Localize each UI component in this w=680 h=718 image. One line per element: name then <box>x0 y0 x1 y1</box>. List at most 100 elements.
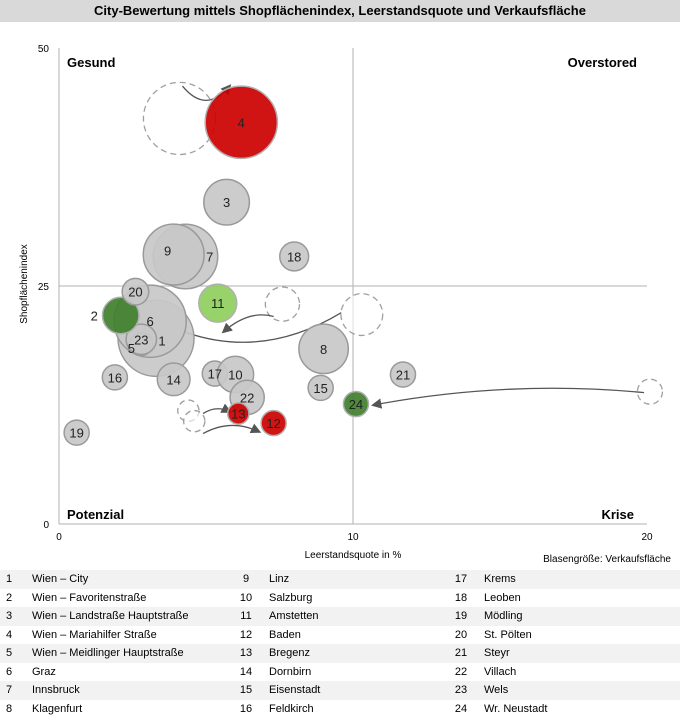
city-bubble-label: 15 <box>313 381 327 396</box>
labels-layer: Gesund Overstored Potenzial Krise Leerst… <box>19 55 671 565</box>
city-bubble-label: 11 <box>211 296 225 311</box>
city-bubble-label: 4 <box>238 115 245 130</box>
movement-arrow <box>221 314 274 334</box>
legend-number: 19 <box>444 607 478 626</box>
legend-city-name: Linz <box>263 570 444 589</box>
legend-city-name: Graz <box>32 665 56 678</box>
legend-number: 20 <box>454 628 468 641</box>
legend-city-name: Feldkirch <box>269 702 314 715</box>
city-bubble-label: 14 <box>166 372 180 387</box>
city-bubble-8 <box>298 323 350 375</box>
city-bubble-label: 16 <box>108 370 122 385</box>
x-tick-label: 20 <box>641 532 653 543</box>
city-bubble-label: 23 <box>134 332 148 347</box>
legend-city-name: Bregenz <box>263 644 444 663</box>
x-axis-label: Leerstandsquote in % <box>305 550 402 561</box>
legend-row: 2 Wien – Favoritenstraße 10 Salzburg 18 Leobe… <box>0 589 680 608</box>
legend-number: 2 <box>5 591 13 604</box>
city-bubble-24 <box>342 390 370 418</box>
city-bubble-9 <box>142 223 205 286</box>
legend-number: 18 <box>454 591 468 604</box>
city-bubble-4 <box>204 85 279 160</box>
legend-city-name: Wien – Favoritenstraße <box>32 591 147 604</box>
legend-row: 4 Wien – Mariahilfer Straße 12 Baden 20 St. P… <box>0 626 680 645</box>
city-bubble-label: 5 <box>128 341 135 356</box>
legend-number: 5 <box>0 644 18 663</box>
legend-city-name: Baden <box>269 628 301 641</box>
y-tick-label: 25 <box>38 282 50 293</box>
legend-row: 5 Wien – Meidlinger Hauptstraße 13 Bregenz 2… <box>0 644 680 663</box>
legend-city-name: Wien – City <box>18 570 229 589</box>
legend-city-name: Krems <box>478 570 680 589</box>
chart-title: City-Bewertung mittels Shopflächenindex,… <box>94 3 586 18</box>
city-bubble-3 <box>203 178 251 226</box>
city-bubble-label: 20 <box>128 285 142 300</box>
city-bubble-13 <box>226 402 250 425</box>
city-legend-table: 1 Wien – City 9 Linz 17 Krems 2 Wien – Favorite… <box>0 570 680 718</box>
legend-city-name: Villach <box>484 665 517 678</box>
city-bubble-label: 24 <box>349 397 363 412</box>
city-bubble-label: 8 <box>320 342 327 357</box>
city-bubble-label: 18 <box>287 249 301 264</box>
quadrant-label-bottom-right: Krise <box>601 507 634 522</box>
legend-number: 3 <box>0 607 18 626</box>
city-bubble-label: 12 <box>266 416 280 431</box>
legend-number: 24 <box>454 702 468 715</box>
legend-city-name: Klagenfurt <box>32 702 83 715</box>
city-bubble-label: 13 <box>231 407 245 422</box>
city-bubble-11 <box>198 283 238 323</box>
legend-city-name: Amstetten <box>263 607 444 626</box>
legend-number: 16 <box>239 702 253 715</box>
movement-arrow <box>202 403 232 415</box>
y-axis-label: Shopflächenindex <box>19 244 30 324</box>
city-bubble-label: 21 <box>396 368 410 383</box>
legend-row: 3 Wien – Landstraße Hauptstraße 11 Amstette… <box>0 607 680 626</box>
title-bar <box>0 0 680 22</box>
quadrant-label-top-left: Gesund <box>67 55 115 70</box>
city-bubble-label: 7 <box>206 249 213 264</box>
previous-position-bubble <box>264 286 301 322</box>
legend-number: 7 <box>0 681 18 700</box>
legend-number: 23 <box>444 681 478 700</box>
legend-city-name: Mödling <box>478 607 680 626</box>
city-bubble-18 <box>279 241 310 272</box>
x-tick-label: 0 <box>56 532 62 543</box>
legend-number: 10 <box>239 591 253 604</box>
legend-number: 9 <box>229 570 263 589</box>
previous-positions-layer <box>142 81 664 433</box>
legend-number: 17 <box>444 570 478 589</box>
city-bubble-23 <box>125 323 158 356</box>
previous-position-bubble <box>636 378 664 405</box>
city-bubble-label: 2 <box>91 309 98 324</box>
movement-arrow <box>371 387 645 409</box>
movement-arrow <box>202 423 262 435</box>
city-bubble-19 <box>63 419 90 446</box>
legend-city-name: Salzburg <box>269 591 313 604</box>
legend-row: 1 Wien – City 9 Linz 17 Krems <box>0 570 680 589</box>
legend-city-name: Wels <box>478 681 680 700</box>
legend-city-name: Wien – Mariahilfer Straße <box>32 628 157 641</box>
city-bubble-label: 10 <box>228 368 242 383</box>
quadrant-label-bottom-left: Potenzial <box>67 507 124 522</box>
city-bubble-15 <box>307 374 334 402</box>
legend-number: 15 <box>229 681 263 700</box>
legend-city-name: Dornbirn <box>269 665 312 678</box>
legend-city-name: Leoben <box>484 591 521 604</box>
city-bubble-label: 3 <box>223 195 230 210</box>
y-tick-label: 0 <box>43 520 49 531</box>
city-bubble-label: 6 <box>147 314 154 329</box>
previous-position-bubble <box>182 409 206 433</box>
y-tick-label: 50 <box>38 44 50 55</box>
city-bubble-2 <box>101 296 140 335</box>
city-bubble-21 <box>389 361 417 388</box>
legend-number: 1 <box>0 570 18 589</box>
legend-number: 11 <box>229 607 263 626</box>
legend-number: 13 <box>229 644 263 663</box>
bubble-size-note: Blasengröße: Verkaufsfläche <box>543 554 671 565</box>
legend-city-name: Steyr <box>478 644 680 663</box>
city-bubble-16 <box>101 364 129 391</box>
legend-city-name: Innsbruck <box>18 681 229 700</box>
